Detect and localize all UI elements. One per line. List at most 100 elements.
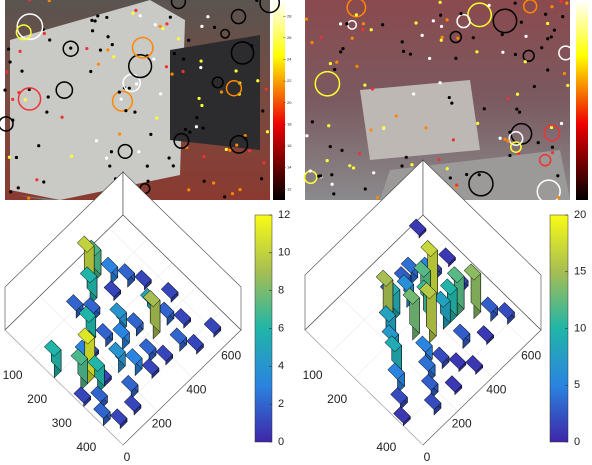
keypoint bbox=[318, 174, 323, 178]
bar bbox=[203, 316, 222, 338]
photo-right bbox=[305, 0, 570, 200]
keypoint bbox=[172, 51, 176, 56]
keypoint bbox=[363, 83, 367, 87]
keypoint bbox=[328, 61, 332, 66]
keypoint bbox=[200, 24, 204, 28]
keypoint bbox=[372, 171, 376, 175]
bar-top bbox=[134, 269, 152, 287]
keypoint bbox=[501, 50, 505, 54]
keypoint bbox=[561, 14, 565, 19]
keypoint bbox=[170, 72, 174, 76]
bar-top bbox=[70, 348, 89, 366]
keypoint bbox=[197, 96, 201, 101]
keypoint bbox=[369, 128, 373, 132]
keypoint bbox=[438, 0, 442, 4]
keypoint bbox=[500, 32, 504, 37]
keypoint bbox=[437, 158, 441, 162]
bar bbox=[393, 406, 411, 427]
bar-top bbox=[160, 282, 179, 300]
bar-top bbox=[124, 348, 143, 366]
keypoint bbox=[340, 148, 344, 152]
keypoint bbox=[9, 190, 13, 194]
keypoint bbox=[394, 114, 398, 118]
keypoint bbox=[524, 34, 528, 38]
bar-top bbox=[419, 282, 437, 300]
colorbar-tick-label: 8 bbox=[278, 285, 284, 297]
bar-top bbox=[390, 387, 408, 405]
colorbar-tick-label: 10 bbox=[278, 247, 290, 259]
keypoint bbox=[503, 137, 507, 141]
x-tick-label: 200 bbox=[452, 416, 472, 430]
y-tick-label: 200 bbox=[27, 392, 47, 406]
colorbar-tick-label: 12 bbox=[287, 186, 292, 191]
bar-top bbox=[173, 308, 192, 326]
keypoint bbox=[158, 24, 162, 28]
bar bbox=[465, 354, 483, 376]
keypoint bbox=[261, 109, 265, 113]
bar bbox=[138, 338, 157, 363]
colorbar-tick-label: 5 bbox=[574, 379, 580, 391]
keypoint bbox=[369, 28, 373, 32]
keypoint bbox=[327, 124, 331, 128]
keypoint bbox=[431, 19, 435, 23]
keypoint bbox=[124, 109, 128, 113]
keypoint bbox=[565, 1, 569, 5]
bar-top bbox=[402, 287, 420, 305]
keypoint bbox=[146, 179, 150, 183]
bar bbox=[93, 401, 111, 427]
bar bbox=[438, 247, 456, 268]
bar bbox=[156, 301, 175, 327]
keypoint bbox=[498, 136, 502, 140]
keypoint bbox=[543, 124, 561, 142]
bar bbox=[476, 325, 494, 346]
bar-top bbox=[203, 317, 222, 335]
keypoint bbox=[45, 110, 49, 114]
keypoint bbox=[532, 84, 536, 89]
keypoint bbox=[357, 151, 362, 156]
keypoint bbox=[348, 164, 352, 168]
bar-top bbox=[76, 235, 95, 253]
keypoint bbox=[247, 149, 252, 153]
keypoint bbox=[182, 57, 186, 61]
keypoint bbox=[517, 151, 521, 156]
keypoint bbox=[510, 141, 522, 154]
keypoint bbox=[171, 164, 175, 168]
y-tick-label: 300 bbox=[52, 416, 72, 430]
keypoint bbox=[515, 92, 520, 96]
bar-top bbox=[103, 280, 122, 298]
keypoint bbox=[225, 80, 243, 97]
keypoint bbox=[400, 40, 404, 44]
keypoint bbox=[439, 24, 444, 29]
bar bbox=[109, 408, 128, 430]
keypoint bbox=[134, 82, 139, 86]
keypoint bbox=[93, 19, 97, 23]
bar bbox=[70, 348, 89, 391]
colorbar-tick-label: 28 bbox=[287, 13, 292, 18]
keypoint bbox=[118, 132, 122, 136]
bar-top bbox=[440, 278, 458, 296]
grid-line bbox=[103, 310, 222, 427]
bar bbox=[87, 354, 105, 394]
keypoint bbox=[536, 141, 540, 145]
keypoint bbox=[447, 95, 451, 100]
keypoint bbox=[540, 46, 544, 50]
keypoint bbox=[361, 27, 365, 31]
keypoint bbox=[508, 153, 512, 158]
keypoint bbox=[566, 83, 570, 88]
keypoint bbox=[167, 156, 171, 160]
keypoint bbox=[408, 52, 413, 56]
x-tick-label: 400 bbox=[186, 383, 206, 397]
keypoint bbox=[375, 196, 380, 200]
photo-left bbox=[5, 0, 270, 200]
y-tick-label: 400 bbox=[376, 440, 396, 454]
keypoint bbox=[131, 11, 135, 15]
keypoint bbox=[508, 130, 512, 134]
keypoint bbox=[448, 176, 452, 180]
keypoint bbox=[5, 70, 9, 74]
bar-top bbox=[387, 362, 405, 380]
keypoint bbox=[476, 121, 480, 125]
bar-top bbox=[418, 354, 436, 372]
bar bbox=[126, 312, 144, 337]
y-tick-label: 200 bbox=[327, 392, 347, 406]
keypoint bbox=[131, 36, 154, 59]
